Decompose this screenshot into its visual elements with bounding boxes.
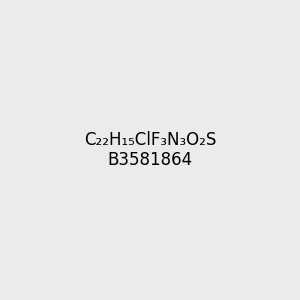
Text: C₂₂H₁₅ClF₃N₃O₂S
B3581864: C₂₂H₁₅ClF₃N₃O₂S B3581864 <box>84 130 216 170</box>
